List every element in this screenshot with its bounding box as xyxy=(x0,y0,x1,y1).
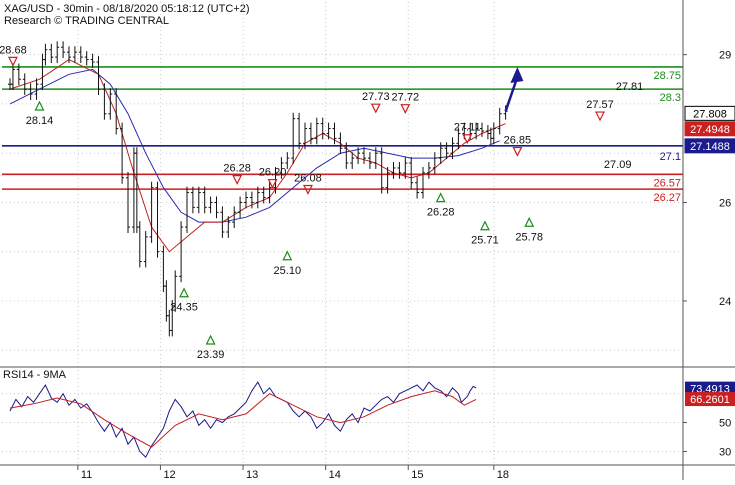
ma-slow-line xyxy=(9,68,500,223)
rsi-badge xyxy=(685,392,735,407)
support-marker xyxy=(34,100,45,111)
resistance-marker xyxy=(7,56,18,67)
resistance-marker xyxy=(232,175,243,185)
ma-fast-line xyxy=(9,59,506,253)
y-tick-label: 26 xyxy=(719,197,731,209)
support-marker xyxy=(479,220,490,231)
level-label: 28.3 xyxy=(660,92,681,104)
level-label: 26.57 xyxy=(653,177,681,189)
target-arrow-head xyxy=(510,66,524,83)
resistance-marker xyxy=(512,146,523,157)
resistance-marker-label: 28.68 xyxy=(0,44,27,56)
grid xyxy=(2,2,683,463)
price-badge xyxy=(684,105,735,121)
x-tick-label: 13 xyxy=(246,469,258,480)
support-marker xyxy=(179,287,190,298)
support-marker xyxy=(205,334,216,345)
x-tick-label: 11 xyxy=(81,469,92,480)
rsi-badge-text: 66.2601 xyxy=(690,394,730,406)
price-badge xyxy=(684,121,735,137)
pivot-label: 27.09 xyxy=(604,159,632,171)
target-arrow-shaft xyxy=(504,76,519,112)
support-marker-label: 25.71 xyxy=(471,235,499,247)
support-marker xyxy=(524,216,535,227)
resistance-marker-label: 26.08 xyxy=(294,172,322,184)
support-marker-label: 23.39 xyxy=(197,349,225,361)
resistance-marker xyxy=(462,134,473,145)
resistance-marker xyxy=(400,104,411,115)
moving-averages xyxy=(9,59,506,253)
resistance-marker-label: 27.57 xyxy=(586,99,614,111)
level-label: 28.75 xyxy=(653,70,681,82)
x-tick-label: 12 xyxy=(163,469,175,480)
x-tick-label: 18 xyxy=(497,469,509,480)
support-marker xyxy=(435,192,446,203)
price-badge xyxy=(684,138,735,154)
support-marker-label: 25.78 xyxy=(515,231,543,243)
rsi-y-tick-label: 30 xyxy=(719,446,731,458)
target-arrow xyxy=(504,66,524,112)
price-badge-text: 27.4948 xyxy=(690,124,730,136)
pivot-label: 27.81 xyxy=(616,81,644,93)
x-tick-label: 15 xyxy=(411,469,423,480)
rsi-line xyxy=(9,381,477,459)
y-tick-label: 29 xyxy=(719,50,731,62)
resistance-marker-label: 26.28 xyxy=(223,163,251,175)
support-marker-label: 25.10 xyxy=(274,265,302,277)
resistance-marker xyxy=(370,103,381,114)
resistance-marker xyxy=(267,178,278,189)
resistance-marker xyxy=(595,111,605,122)
price-badge-text: 27.808 xyxy=(693,108,727,120)
support-marker xyxy=(282,250,293,261)
level-label: 27.1 xyxy=(660,151,681,163)
support-marker-label: 26.28 xyxy=(427,207,455,219)
pivot-markers: 28.68 26.28 26.20 26.08 27.73 27.72 27.11 26.85… xyxy=(0,44,643,361)
rsi-title: RSI14 - 9MA xyxy=(3,369,67,381)
resistance-marker-label: 26.85 xyxy=(504,135,532,147)
resistance-marker-label: 27.11 xyxy=(454,122,481,134)
rsi-y-tick-label: 50 xyxy=(719,418,731,430)
price-series xyxy=(8,41,508,337)
support-marker-label: 28.14 xyxy=(26,115,54,127)
resistance-marker-label: 26.20 xyxy=(259,167,287,179)
chart-header-symbol: XAG/USD - 30min - 08/18/2020 05:18:12 (U… xyxy=(4,3,249,15)
resistance-marker-label: 27.72 xyxy=(392,92,420,104)
support-marker-label: 24.35 xyxy=(170,302,198,314)
rsi-ma-line xyxy=(9,390,477,448)
chart-header-research: Research © TRADING CENTRAL xyxy=(4,15,169,27)
price-badge-text: 27.1488 xyxy=(690,141,730,153)
y-tick-label: 24 xyxy=(719,296,731,308)
resistance-marker-label: 27.73 xyxy=(362,91,390,103)
x-tick-label: 14 xyxy=(329,469,341,480)
support-resistance-lines: 28.75 28.3 27.1 26.57 26.27 xyxy=(2,66,683,204)
resistance-marker xyxy=(302,184,313,195)
level-label: 26.27 xyxy=(653,192,681,204)
